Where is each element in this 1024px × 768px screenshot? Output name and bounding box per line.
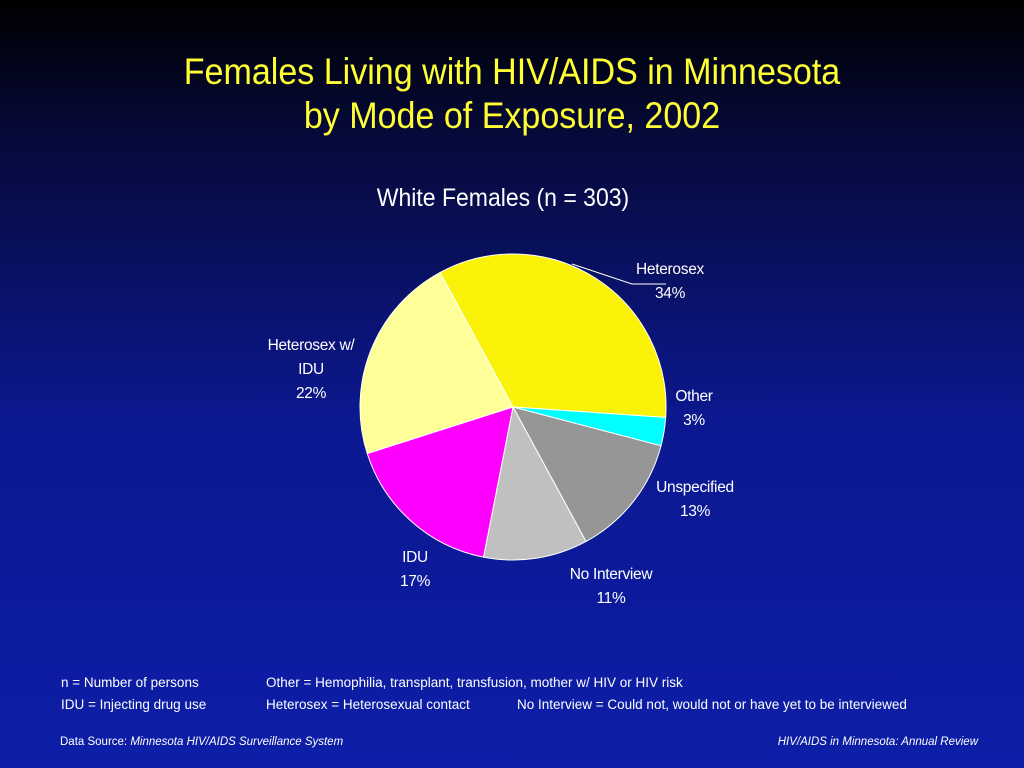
footnote-n: n = Number of persons <box>61 675 199 690</box>
slide-title: Females Living with HIV/AIDS in Minnesot… <box>41 50 983 138</box>
slice-label: Other 3% <box>629 385 759 433</box>
slice-label-percent: 34% <box>654 285 686 302</box>
footer-report-title: HIV/AIDS in Minnesota: Annual Review <box>777 736 978 748</box>
slice-label-name: IDU <box>298 361 324 378</box>
slice-label-name: Heterosex <box>636 261 704 278</box>
slice-label-name: IDU <box>402 549 428 566</box>
leader-line <box>571 263 666 285</box>
footer-data-source: Data Source: Minnesota HIV/AIDS Surveill… <box>60 736 343 748</box>
footnote-idu: IDU = Injecting drug use <box>61 697 207 712</box>
footnote-heterosex: Heterosex = Heterosexual contact <box>266 697 470 712</box>
slice-label-percent: 17% <box>399 573 431 590</box>
slice-label-percent: 22% <box>295 385 327 402</box>
slice-label: No Interview 11% <box>546 563 676 611</box>
pie-slice <box>366 406 514 558</box>
slice-label-name: Unspecified <box>656 479 734 496</box>
slide-title-line-1: Females Living with HIV/AIDS in Minnesot… <box>183 51 841 92</box>
slice-label-percent: 11% <box>596 590 626 607</box>
slice-label: Heterosex 34% <box>605 258 735 306</box>
pie-slice <box>512 406 662 543</box>
footer-source-prefix: Data Source: <box>60 736 128 748</box>
footer-source-name: Minnesota HIV/AIDS Surveillance System <box>130 736 344 748</box>
slice-label: Unspecified 13% <box>630 476 760 524</box>
slice-label-name: Heterosex w/ <box>267 337 355 354</box>
slice-label-name: Other <box>675 388 713 405</box>
pie-slice <box>359 271 514 455</box>
slice-label: IDU 17% <box>350 546 480 594</box>
slice-label-percent: 3% <box>683 412 705 429</box>
slice-label-percent: 13% <box>679 503 711 520</box>
slice-label: Heterosex w/IDU 22% <box>246 334 376 406</box>
slide-title-line-2: by Mode of Exposure, 2002 <box>303 95 721 136</box>
footnote-no-interview: No Interview = Could not, would not or h… <box>517 697 907 712</box>
chart-title: White Females (n = 303) <box>376 184 630 212</box>
pie-slice <box>482 405 587 561</box>
slice-label-name: No Interview <box>569 566 653 583</box>
footnote-other: Other = Hemophilia, transplant, transfus… <box>266 675 683 690</box>
